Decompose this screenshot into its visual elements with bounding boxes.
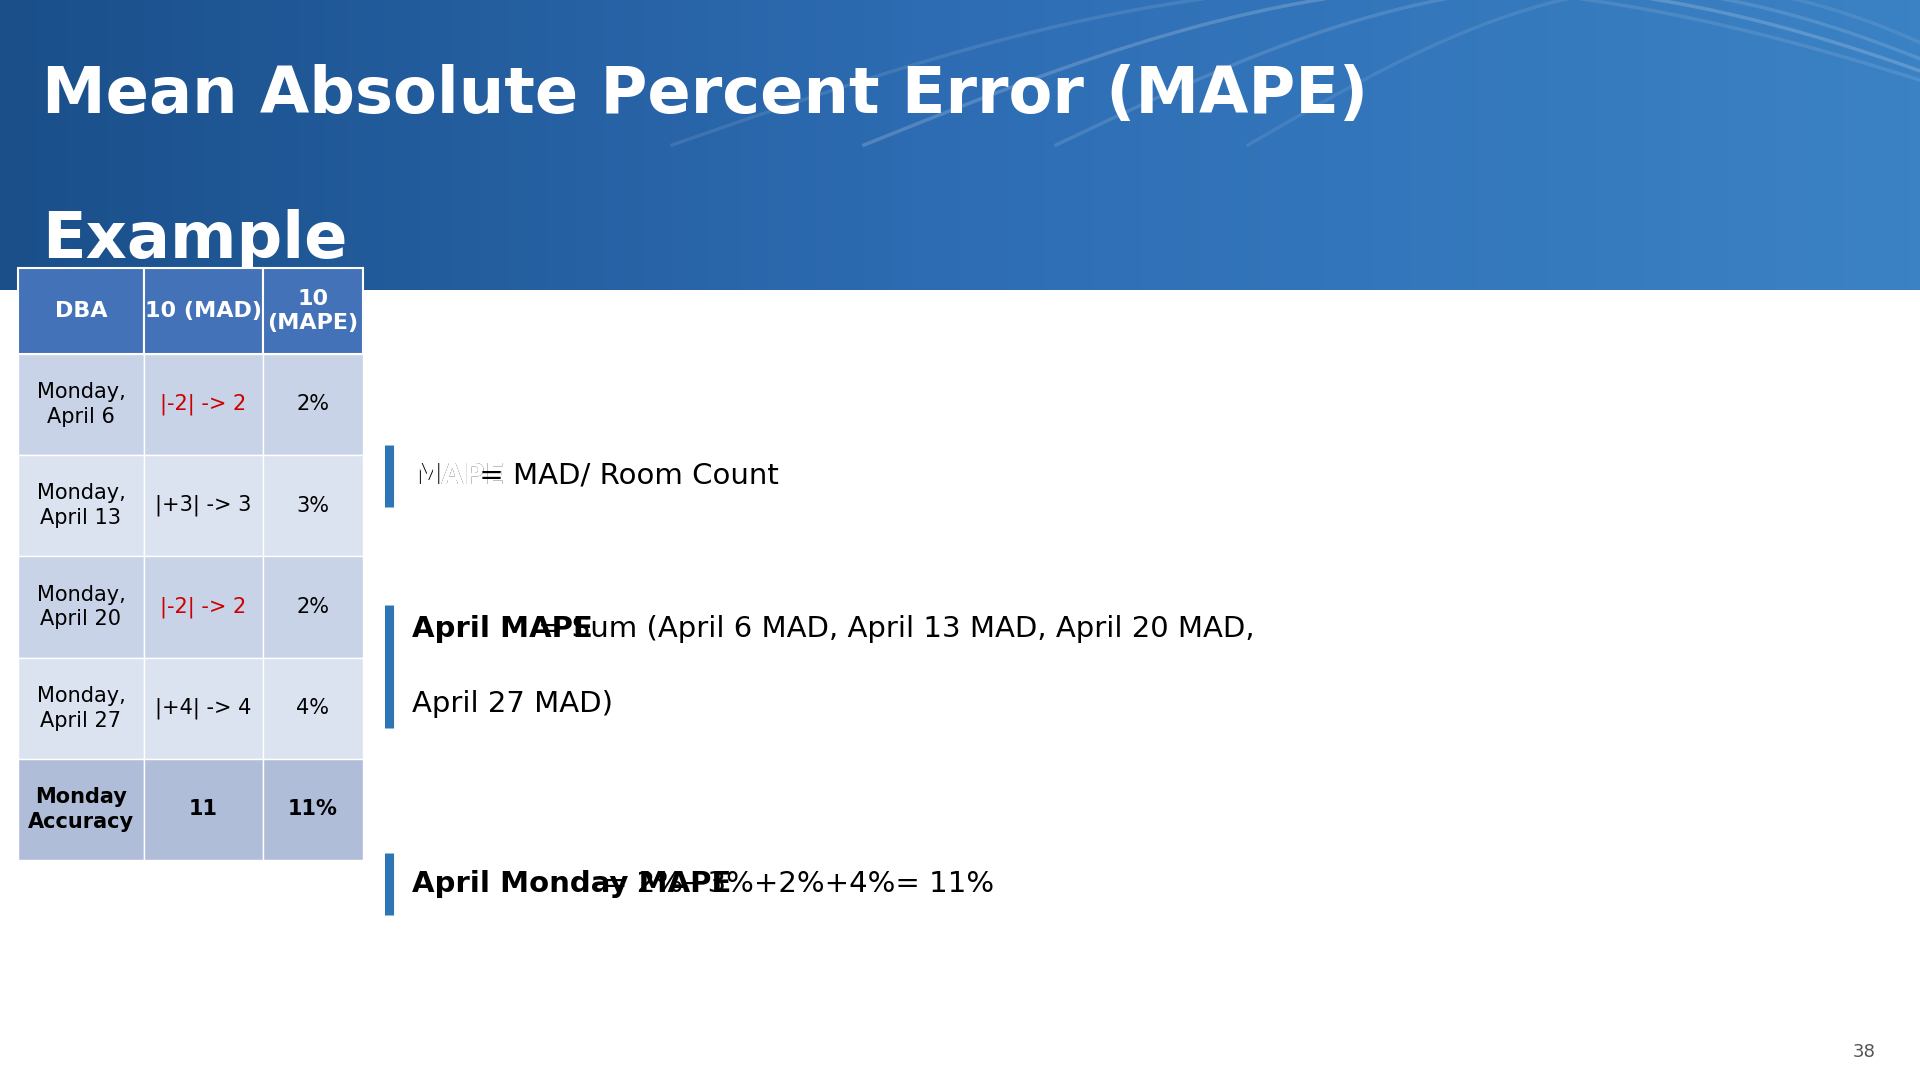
- Text: 10 (MAD): 10 (MAD): [144, 301, 261, 321]
- Bar: [263, 759, 363, 860]
- Bar: [263, 455, 363, 556]
- Text: 11%: 11%: [288, 799, 338, 820]
- Text: Monday,
April 20: Monday, April 20: [36, 584, 125, 630]
- Text: 3%: 3%: [296, 496, 330, 515]
- Bar: [17, 354, 144, 455]
- Text: 2%: 2%: [296, 597, 330, 617]
- Text: Monday
Accuracy: Monday Accuracy: [29, 787, 134, 832]
- Bar: [17, 658, 144, 759]
- Bar: [263, 354, 363, 455]
- Text: = Sum (April 6 MAD, April 13 MAD, April 20 MAD,: = Sum (April 6 MAD, April 13 MAD, April …: [538, 615, 1254, 643]
- Bar: [263, 268, 363, 354]
- Bar: [17, 455, 144, 556]
- Bar: [144, 455, 263, 556]
- Bar: [17, 759, 144, 860]
- Bar: [144, 658, 263, 759]
- Bar: [144, 354, 263, 455]
- Text: 2%: 2%: [296, 394, 330, 415]
- Bar: [144, 759, 263, 860]
- Text: Mean Absolute Percent Error (MAPE): Mean Absolute Percent Error (MAPE): [42, 64, 1369, 125]
- Text: MAPE: MAPE: [413, 462, 505, 490]
- Text: |+4| -> 4: |+4| -> 4: [156, 698, 252, 719]
- Text: 38: 38: [1853, 1042, 1876, 1061]
- Text: April Monday MAPE: April Monday MAPE: [413, 870, 732, 897]
- Text: |+3| -> 3: |+3| -> 3: [156, 495, 252, 516]
- Text: = 2%+3%+2%+4%= 11%: = 2%+3%+2%+4%= 11%: [603, 870, 995, 897]
- Bar: [17, 556, 144, 658]
- Text: 11: 11: [188, 799, 219, 820]
- Text: 10
(MAPE): 10 (MAPE): [267, 289, 359, 333]
- Text: Monday,
April 6: Monday, April 6: [36, 382, 125, 427]
- Text: April MAPE: April MAPE: [413, 615, 593, 643]
- Bar: [263, 556, 363, 658]
- Text: = MAD/ Room Count: = MAD/ Room Count: [470, 462, 780, 490]
- Text: DBA: DBA: [54, 301, 108, 321]
- Text: Monday,
April 27: Monday, April 27: [36, 686, 125, 730]
- Text: Example: Example: [42, 208, 348, 271]
- Bar: [263, 658, 363, 759]
- Text: April 27 MAD): April 27 MAD): [413, 690, 612, 718]
- Text: |-2| -> 2: |-2| -> 2: [159, 596, 246, 618]
- Bar: [144, 268, 263, 354]
- Bar: [144, 556, 263, 658]
- Bar: [17, 268, 144, 354]
- Text: |-2| -> 2: |-2| -> 2: [159, 394, 246, 415]
- Text: Monday,
April 13: Monday, April 13: [36, 483, 125, 528]
- Text: 4%: 4%: [296, 698, 330, 718]
- Text: ​MAPE​: ​MAPE​: [413, 462, 505, 490]
